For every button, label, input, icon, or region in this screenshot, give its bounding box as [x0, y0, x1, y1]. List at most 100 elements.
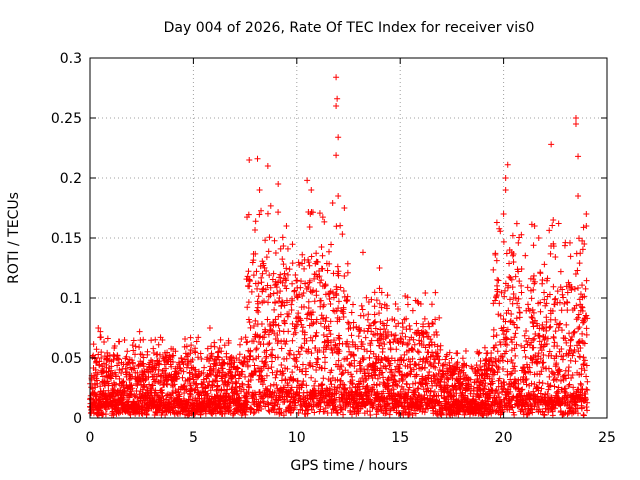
data-point [328, 367, 335, 374]
data-point [250, 399, 257, 406]
data-point [274, 367, 281, 374]
data-point [327, 331, 334, 338]
data-point [387, 407, 394, 414]
data-point [314, 258, 321, 265]
data-point [305, 310, 312, 317]
data-point [550, 217, 557, 223]
data-point [292, 393, 299, 400]
data-point [265, 331, 272, 338]
data-point [311, 298, 318, 305]
data-point [497, 341, 504, 348]
data-point [277, 288, 284, 295]
data-point [289, 320, 296, 327]
data-point [120, 395, 127, 402]
data-point [250, 338, 257, 345]
data-point [512, 273, 519, 280]
y-axis-label: ROTI / TECUs [6, 192, 22, 284]
data-point [419, 408, 426, 415]
data-point [318, 277, 325, 284]
data-point [183, 364, 190, 371]
data-point [494, 348, 501, 355]
data-point [492, 251, 499, 258]
data-point [324, 267, 331, 274]
data-point [410, 366, 417, 373]
data-point [294, 277, 301, 284]
data-point [108, 375, 115, 382]
data-point [516, 314, 523, 321]
data-point [426, 323, 433, 330]
data-point [121, 336, 128, 343]
data-point [350, 319, 357, 326]
data-point [566, 330, 573, 337]
data-point [396, 361, 403, 368]
data-point [551, 383, 558, 390]
data-point [379, 369, 386, 376]
data-point [493, 257, 500, 264]
data-point [422, 289, 429, 296]
data-point [245, 299, 252, 306]
data-point [405, 340, 412, 347]
data-point [550, 283, 557, 290]
data-point [137, 337, 144, 344]
data-point [211, 343, 218, 350]
data-point [346, 348, 353, 355]
data-point [371, 311, 378, 318]
data-point [313, 329, 320, 336]
data-point [284, 382, 291, 389]
data-point [528, 295, 535, 302]
data-point [291, 288, 298, 295]
data-point [102, 411, 109, 418]
data-point [181, 390, 188, 397]
data-point [280, 370, 287, 377]
data-point [252, 226, 259, 233]
data-point [267, 382, 274, 389]
data-point [150, 345, 157, 352]
data-point [582, 285, 589, 292]
data-point [243, 339, 250, 346]
data-point [328, 241, 335, 248]
data-point [281, 270, 288, 277]
data-point [563, 321, 570, 328]
data-point [348, 332, 355, 339]
data-point [301, 329, 308, 336]
data-point [197, 411, 204, 418]
data-point [530, 323, 537, 330]
data-point [321, 218, 328, 225]
data-point [182, 336, 189, 343]
data-point [240, 361, 247, 368]
data-point [335, 332, 342, 339]
data-point [406, 322, 413, 329]
data-point [508, 311, 515, 318]
data-point [277, 311, 284, 318]
data-point [490, 333, 497, 340]
data-point [412, 389, 419, 396]
data-point [292, 399, 299, 406]
data-point [287, 387, 294, 394]
data-point [267, 326, 274, 333]
data-point [215, 367, 222, 374]
data-point [242, 373, 249, 380]
data-point [90, 406, 97, 413]
data-point [331, 337, 338, 344]
data-point [567, 342, 574, 349]
data-point [319, 381, 326, 388]
data-point [362, 334, 369, 341]
data-point [182, 386, 189, 393]
data-point [358, 391, 365, 398]
data-point [282, 282, 289, 289]
data-point [302, 365, 309, 372]
x-tick-label: 20 [495, 430, 513, 446]
data-point [333, 388, 340, 395]
data-point [187, 382, 194, 389]
data-point [186, 396, 193, 403]
data-point [273, 371, 280, 378]
data-point [413, 371, 420, 378]
data-point [291, 363, 298, 370]
data-point [97, 383, 104, 390]
data-point [345, 319, 352, 326]
data-point [308, 350, 315, 357]
data-point [392, 378, 399, 385]
data-point [197, 350, 204, 357]
data-point [337, 222, 344, 229]
data-point [283, 265, 290, 272]
